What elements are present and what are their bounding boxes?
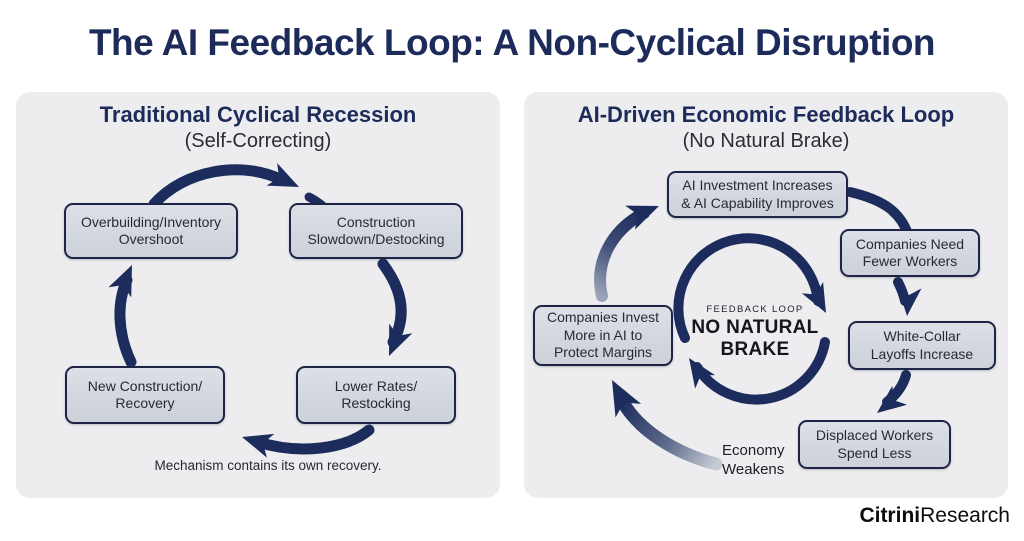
panel-traditional-recession: Traditional Cyclical Recession (Self-Cor… bbox=[16, 92, 500, 498]
arrowhead-icon bbox=[689, 358, 716, 389]
node-new-construction: New Construction/ Recovery bbox=[65, 366, 225, 424]
arrow-aiinvestment-to-fewerworkers-icon bbox=[845, 187, 913, 239]
arrowhead-icon bbox=[266, 162, 299, 187]
left-panel-subtitle: (Self-Correcting) bbox=[184, 130, 332, 152]
right-loop-arrows bbox=[594, 187, 922, 471]
arrowhead-icon bbox=[389, 323, 413, 356]
arrow-lowerrates-to-newconstruction-icon bbox=[252, 424, 375, 455]
node-ai-investment: AI Investment Increases & AI Capability … bbox=[667, 171, 848, 218]
arrowhead-icon bbox=[625, 205, 659, 230]
citrini-research-logo: CitriniResearch bbox=[859, 504, 1010, 528]
arrowhead-icon bbox=[242, 433, 275, 458]
arrowhead-icon bbox=[801, 281, 826, 313]
brand-light-part: Research bbox=[920, 504, 1010, 527]
left-panel-title: Traditional Cyclical Recession bbox=[99, 102, 417, 127]
node-overbuilding: Overbuilding/Inventory Overshoot bbox=[64, 203, 238, 259]
panel-ai-feedback-loop: AI-Driven Economic Feedback Loop (No Nat… bbox=[524, 92, 1008, 498]
no-natural-brake-headline: NO NATURAL BRAKE bbox=[691, 317, 819, 360]
page-title: The AI Feedback Loop: A Non-Cyclical Dis… bbox=[88, 22, 936, 63]
economy-weakens-label: Economy Weakens bbox=[722, 442, 785, 478]
right-panel-subtitle: (No Natural Brake) bbox=[682, 130, 850, 152]
arrowhead-icon bbox=[612, 380, 642, 418]
inner-loop-bottom-arc-icon bbox=[692, 337, 830, 405]
arrow-economy-to-invest-icon bbox=[617, 397, 723, 471]
arrowhead-icon bbox=[877, 385, 908, 413]
arrow-invest-to-aiinvestment-icon bbox=[594, 207, 650, 302]
left-panel-caption: Mechanism contains its own recovery. bbox=[154, 458, 382, 473]
inner-loop-top-arc-icon bbox=[673, 233, 823, 343]
node-companies-invest: Companies Invest More in AI to Protect M… bbox=[533, 305, 673, 366]
feedback-loop-eyebrow: FEEDBACK LOOP bbox=[706, 304, 804, 315]
feedback-loop-center-label: FEEDBACK LOOP NO NATURAL BRAKE bbox=[665, 304, 845, 361]
node-lower-rates: Lower Rates/ Restocking bbox=[296, 366, 456, 424]
node-construction-slowdown: Construction Slowdown/Destocking bbox=[289, 203, 463, 259]
brand-bold-part: Citrini bbox=[859, 504, 921, 527]
arrow-overbuilding-to-construction-icon bbox=[148, 164, 288, 210]
node-white-collar-layoffs: White-Collar Layoffs Increase bbox=[848, 321, 996, 370]
right-panel-title: AI-Driven Economic Feedback Loop bbox=[577, 102, 955, 127]
left-cycle-arrows bbox=[108, 162, 413, 458]
arrowhead-icon bbox=[108, 265, 132, 298]
node-fewer-workers: Companies Need Fewer Workers bbox=[840, 229, 980, 277]
node-displaced-workers: Displaced Workers Spend Less bbox=[798, 420, 951, 469]
arrowhead-icon bbox=[897, 286, 922, 316]
